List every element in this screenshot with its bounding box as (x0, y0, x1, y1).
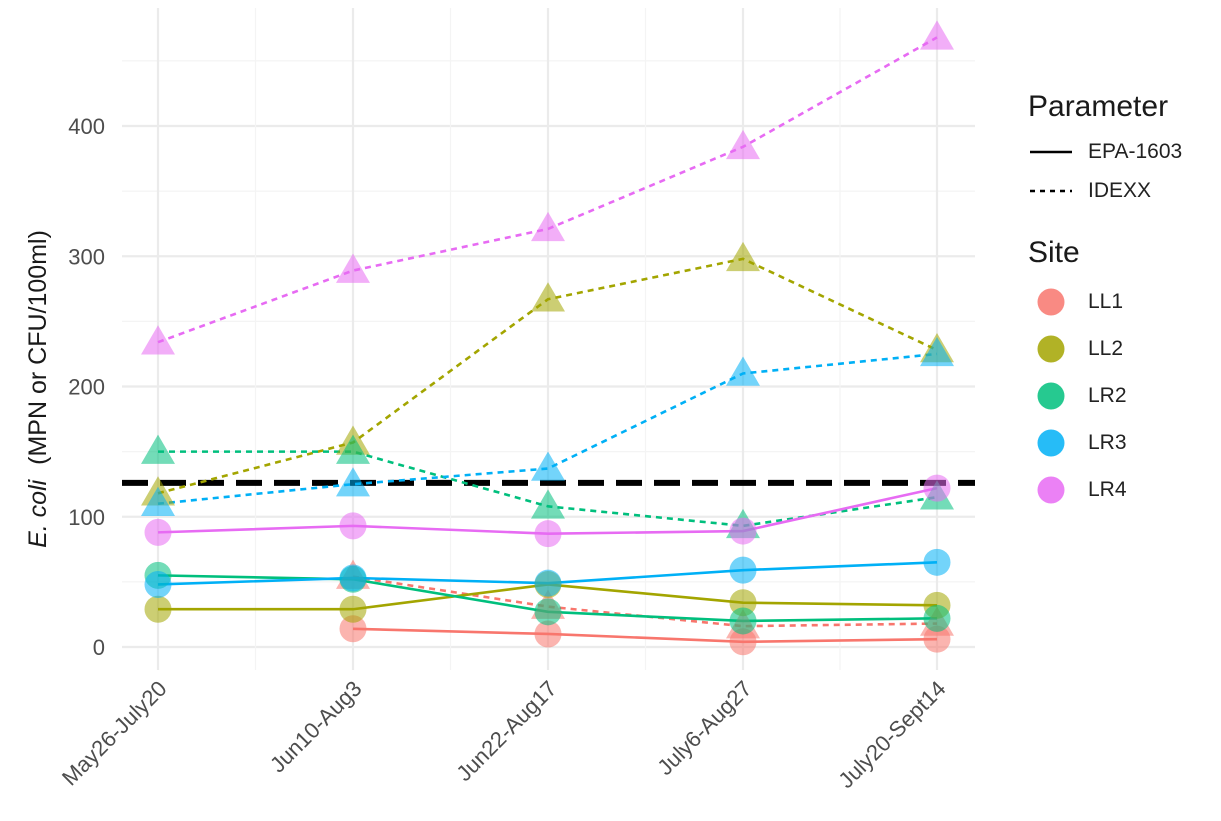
point-lr2-epa1603 (534, 598, 562, 626)
x-tick-labels: May26-July20 Jun10-Aug3 Jun22-Aug17 July6-A… (57, 676, 951, 793)
legend-label: LL1 (1088, 289, 1124, 313)
point-lr2-epa1603 (923, 604, 951, 632)
point-lr3-idexx (726, 356, 760, 386)
circle-swatch (1028, 381, 1088, 411)
y-tick-label: 400 (68, 114, 105, 139)
legend-label: LR4 (1088, 477, 1127, 501)
legend-item-lr3: LR3 (1028, 419, 1218, 466)
point-ll2-idexx (531, 282, 565, 312)
dashed-line-key (1028, 176, 1088, 206)
solid-line-key (1028, 137, 1088, 167)
point-ll2-epa1603 (339, 595, 367, 623)
point-lr3-epa1603 (729, 556, 757, 584)
point-lr3-epa1603 (144, 570, 172, 598)
legend-item-ll2: LL2 (1028, 325, 1218, 372)
point-lr4-idexx (141, 325, 175, 355)
legend-item-ll1: LL1 (1028, 278, 1218, 325)
point-lr3-idexx (336, 467, 370, 497)
point-lr4-epa1603 (339, 512, 367, 540)
point-lr3-idexx (920, 336, 954, 367)
y-axis-title: E. coli (MPN or CFU/100ml) (24, 230, 52, 548)
circle-swatch (1028, 475, 1088, 505)
point-lr2-idexx (141, 434, 175, 464)
x-tick-label: May26-July20 (57, 676, 172, 791)
series-line-lr3-idexx (157, 352, 938, 506)
point-lr2-idexx (531, 489, 565, 519)
legend-site-title: Site (1028, 236, 1080, 269)
point-lr3-epa1603 (923, 548, 951, 576)
point-lr4-idexx (336, 253, 370, 283)
y-axis-title-rest: (MPN or CFU/100ml) (24, 230, 52, 465)
y-tick-label: 200 (68, 375, 105, 400)
point-lr4-epa1603 (729, 517, 757, 545)
y-tick-label: 100 (68, 505, 105, 530)
x-tick-label: July20-Sept14 (833, 676, 950, 793)
legend-label: LL2 (1088, 336, 1124, 360)
legend-label: LR3 (1088, 430, 1127, 454)
point-lr4-epa1603 (144, 518, 172, 546)
point-lr3-idexx (141, 486, 175, 516)
point-lr3-idexx (531, 451, 565, 481)
point-lr4-epa1603 (534, 520, 562, 548)
legend-parameter: Parameter EPA-1603 IDEXX (1028, 90, 1218, 210)
point-lr4-idexx (920, 20, 954, 50)
circle-swatch (1028, 428, 1088, 458)
point-lr4-idexx (726, 129, 760, 160)
point-lr2-epa1603 (729, 607, 757, 635)
point-ll2-epa1603 (144, 595, 172, 623)
legend-label: IDEXX (1088, 178, 1152, 202)
legend-item-lr2: LR2 (1028, 372, 1218, 419)
circle-swatch (1028, 334, 1088, 364)
legend-item-lr4: LR4 (1028, 466, 1218, 513)
legend-item-idexx: IDEXX (1028, 171, 1218, 210)
legend-label: EPA-1603 (1088, 139, 1183, 163)
y-tick-label: 300 (68, 244, 105, 269)
point-ll1-epa1603 (339, 615, 367, 643)
point-ll2-idexx (726, 241, 760, 272)
legend-site: Site LL1 LL2 LR2 LR3 LR4 (1028, 236, 1218, 513)
x-tick-label: Jun10-Aug3 (265, 676, 367, 778)
point-lr4-epa1603 (923, 474, 951, 502)
series-markers (141, 20, 954, 656)
legend-label: LR2 (1088, 383, 1127, 407)
legend-parameter-title: Parameter (1028, 90, 1169, 123)
series-line-ll1-epa1603 (352, 627, 938, 644)
legend: Parameter EPA-1603 IDEXX Site LL1 LL2 LR2 L… (1028, 90, 1218, 539)
point-lr2-idexx (336, 434, 370, 464)
grid (122, 8, 975, 670)
circle-swatch (1028, 287, 1088, 317)
point-lr3-epa1603 (534, 569, 562, 597)
x-tick-label: July6-Aug27 (652, 676, 756, 780)
point-lr3-epa1603 (339, 564, 367, 592)
y-axis-title-italic: E. coli (24, 478, 52, 548)
point-ll1-epa1603 (534, 620, 562, 648)
legend-item-epa1603: EPA-1603 (1028, 132, 1218, 171)
y-tick-labels: 0 100 200 300 400 (68, 114, 105, 660)
y-tick-label: 0 (93, 635, 105, 660)
x-tick-label: Jun22-Aug17 (451, 676, 561, 786)
point-lr4-idexx (531, 211, 565, 242)
